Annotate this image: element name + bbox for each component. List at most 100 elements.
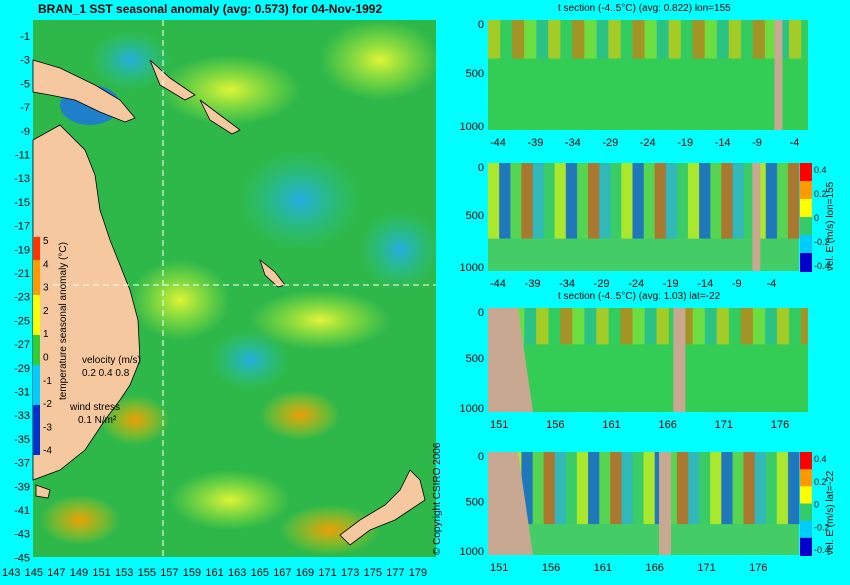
section-ytick-label: 500 — [466, 68, 484, 80]
section-xtick-label: -9 — [732, 278, 742, 290]
section-band — [599, 452, 611, 525]
section-title: t section (-4..5°C) (avg: 1.03) lat=-22 — [558, 291, 721, 302]
section-band — [543, 163, 556, 239]
section-band — [687, 163, 700, 239]
section-xtick-label: 156 — [546, 419, 564, 431]
section-band — [743, 452, 756, 525]
map-ytick-label: -23 — [14, 292, 30, 304]
section-band — [668, 20, 682, 59]
map-ytick-label: -1 — [20, 31, 30, 43]
section-ytick-label: 500 — [466, 210, 484, 222]
section-xtick-label: 166 — [659, 419, 677, 431]
section-band — [521, 452, 533, 525]
section-xtick-label: 151 — [490, 562, 508, 574]
colorbar-tick-label: 0 — [43, 353, 49, 364]
section-band — [587, 452, 600, 525]
map-xtick-label: 161 — [205, 567, 223, 579]
section-xtick-label: 171 — [697, 562, 715, 574]
colorbar-tick-label: 4 — [43, 259, 49, 270]
section-band — [576, 452, 589, 525]
copyright: © Copyright CSIRO 2006 — [432, 442, 443, 555]
section-band — [704, 20, 718, 59]
section-band — [765, 452, 778, 525]
velocity-colorbar-tick: 0 — [814, 213, 819, 223]
colorbar-tick-label: 5 — [43, 236, 49, 247]
map-xtick-label: 153 — [115, 567, 133, 579]
velocity-colorbar-segment — [800, 486, 812, 505]
velocity-colorbar-tick: -0.2 — [814, 522, 830, 532]
section-band — [764, 308, 778, 345]
section-xtick-label: -14 — [715, 137, 731, 149]
colorbar-tick-label: -4 — [43, 446, 52, 457]
section-land — [659, 452, 672, 555]
velocity-colorbar: 0.4 0.2 0 -0.2 -0.4 — [800, 163, 830, 272]
map-ytick-label: -25 — [14, 315, 30, 327]
section-band — [500, 20, 513, 59]
map-xtick-label: 163 — [228, 567, 246, 579]
section-band — [536, 20, 549, 59]
map-ytick-label: -15 — [14, 197, 30, 209]
section-band — [787, 163, 800, 239]
velocity-colorbar-segment — [800, 537, 812, 556]
section-band — [752, 308, 766, 345]
section-band — [620, 20, 633, 59]
velocity-colorbar-segment — [800, 503, 812, 522]
map-xtick-label: 175 — [364, 567, 382, 579]
section-plot: 0 500 1000 -44 -39 -34 -29 -24 -19 -14 -9 -4 — [460, 20, 808, 149]
section-band — [536, 308, 549, 345]
section-band — [776, 308, 790, 345]
section-band — [740, 308, 754, 345]
map-xtick-label: 145 — [25, 567, 43, 579]
velocity-colorbar-segment — [800, 452, 812, 471]
velocity-colorbar-segment — [800, 181, 812, 200]
section-band — [704, 308, 718, 345]
section-band — [521, 163, 533, 239]
section-band — [524, 308, 537, 345]
section-band — [565, 452, 578, 525]
map-xtick-label: 147 — [47, 567, 65, 579]
velocity-colorbar-tick: 0.2 — [814, 189, 827, 199]
section-band — [554, 452, 567, 525]
section-band — [587, 163, 600, 239]
section-ytick-label: 0 — [478, 308, 484, 319]
section-xtick-label: 161 — [602, 419, 620, 431]
section-xtick-label: -19 — [663, 278, 679, 290]
section-band — [610, 452, 622, 525]
section-band — [776, 452, 789, 525]
section-ytick-label: 500 — [466, 353, 484, 365]
colorbar-label: temperature seasonal anomaly (°C) — [58, 242, 69, 400]
section-band — [499, 163, 511, 239]
velocity-colorbar-segment — [800, 199, 812, 218]
section-band — [565, 163, 578, 239]
section-band — [548, 20, 561, 59]
section-band — [576, 163, 589, 239]
map-ytick-label: -5 — [20, 78, 30, 90]
section-band — [548, 308, 561, 345]
map-colorbar — [33, 237, 40, 455]
map-ytick-label: -43 — [14, 529, 30, 541]
colorbar-ticks: 5 4 3 2 1 0 -1 -2 -3 -4 — [43, 236, 52, 457]
section-xtick-label: -24 — [628, 278, 644, 290]
map-xtick-label: 159 — [183, 567, 201, 579]
section-band — [665, 452, 678, 525]
map-xtick-label: 143 — [2, 567, 20, 579]
velocity-side-label: vel. E (m/s) lon=155 — [825, 181, 836, 271]
wind-scale: 0.1 N/m² — [78, 415, 117, 426]
section-xtick-label: 176 — [771, 419, 789, 431]
anomaly-field — [40, 20, 440, 555]
section-band — [656, 20, 670, 59]
sst-map: -1-3-5-7-9-11-13-15-17-19-21-23-25-27-29… — [2, 20, 440, 579]
map-ytick-label: -9 — [20, 126, 30, 138]
section-band — [665, 163, 678, 239]
section-band — [596, 20, 609, 59]
section-band — [728, 20, 742, 59]
section-ytick-label: 1000 — [460, 262, 484, 274]
section-band — [710, 163, 722, 239]
map-ytick-label: -35 — [14, 434, 30, 446]
section-band — [643, 163, 656, 239]
colorbar-tick-label: 1 — [43, 329, 49, 340]
section-band — [716, 308, 730, 345]
velocity-colorbar: 0.4 0.2 0 -0.2 -0.4 — [800, 452, 830, 556]
map-ytick-label: -37 — [14, 458, 30, 470]
section-band — [512, 20, 525, 59]
